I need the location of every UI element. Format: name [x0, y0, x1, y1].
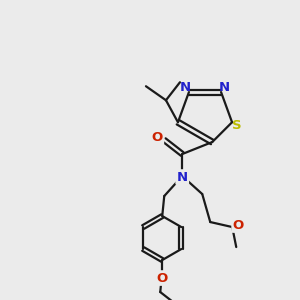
- Text: O: O: [157, 272, 168, 284]
- Text: O: O: [232, 218, 244, 232]
- Text: O: O: [152, 130, 163, 143]
- Text: N: N: [179, 81, 191, 94]
- Text: S: S: [232, 119, 242, 132]
- Text: N: N: [218, 81, 230, 94]
- Text: N: N: [177, 170, 188, 184]
